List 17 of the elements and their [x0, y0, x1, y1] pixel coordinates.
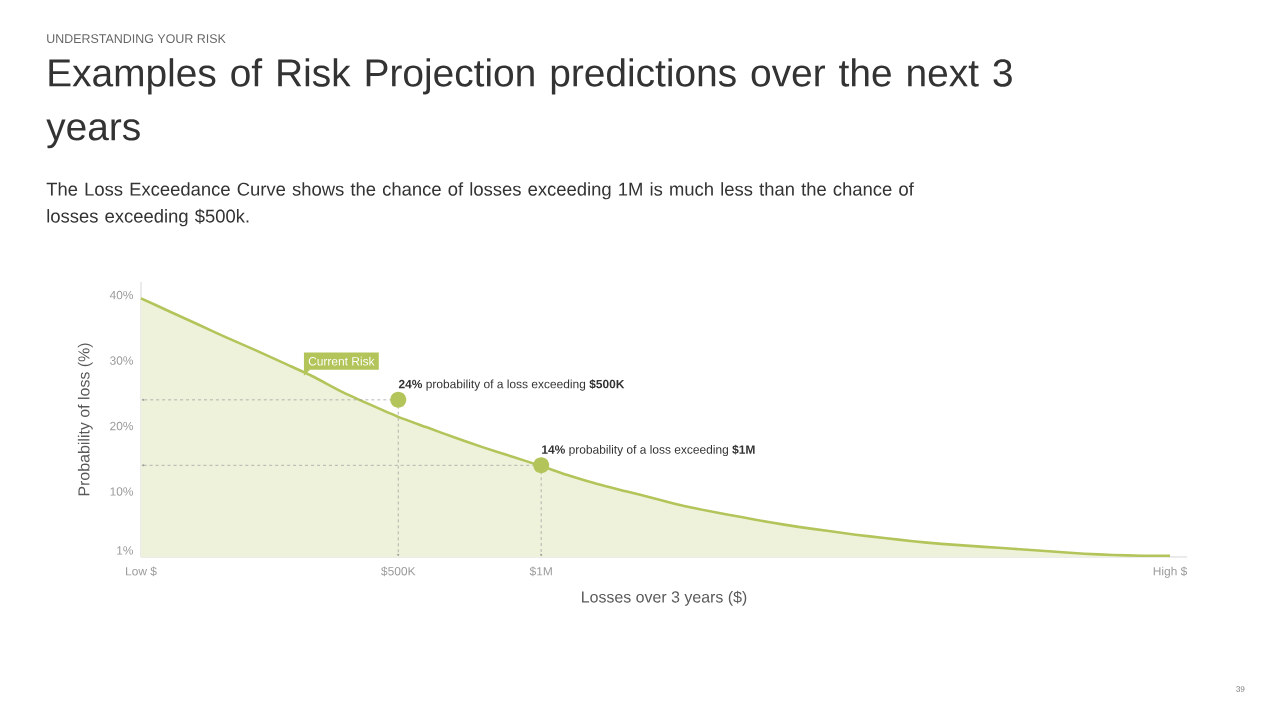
text: UNDERSTANDING YOUR RISK [47, 34, 226, 44]
x-tick-label: High $ [1153, 566, 1188, 578]
x-tick-label: $1M [529, 566, 552, 577]
x-axis-title: Losses over 3 years ($) [582, 590, 747, 606]
y-tick-label: 30% [110, 356, 134, 365]
y-tick-label: 40% [109, 290, 134, 300]
y-tick-label: 20% [110, 421, 134, 431]
annotation: Current Risk [308, 356, 375, 366]
annotation: 24% probability of a loss exceeding $500K [398, 379, 625, 391]
chart-subtitle: The Loss Exceedance Curve shows the chance of losses exceeding 1M is much less than the chance of losses exceeding $500k. [46, 182, 914, 227]
y-tick-label: 1% [117, 546, 134, 555]
chart-title: Examples of Risk Projection predictions over the next 3 years [46, 58, 1012, 149]
y-axis-title: Probability of loss (%) [77, 343, 93, 496]
x-tick-label: Low $ [126, 566, 157, 577]
y-tick-label: 10% [110, 487, 134, 496]
annotation: 14% probability of a loss exceeding $1M [542, 444, 755, 457]
x-tick-label: $500K [381, 566, 416, 577]
